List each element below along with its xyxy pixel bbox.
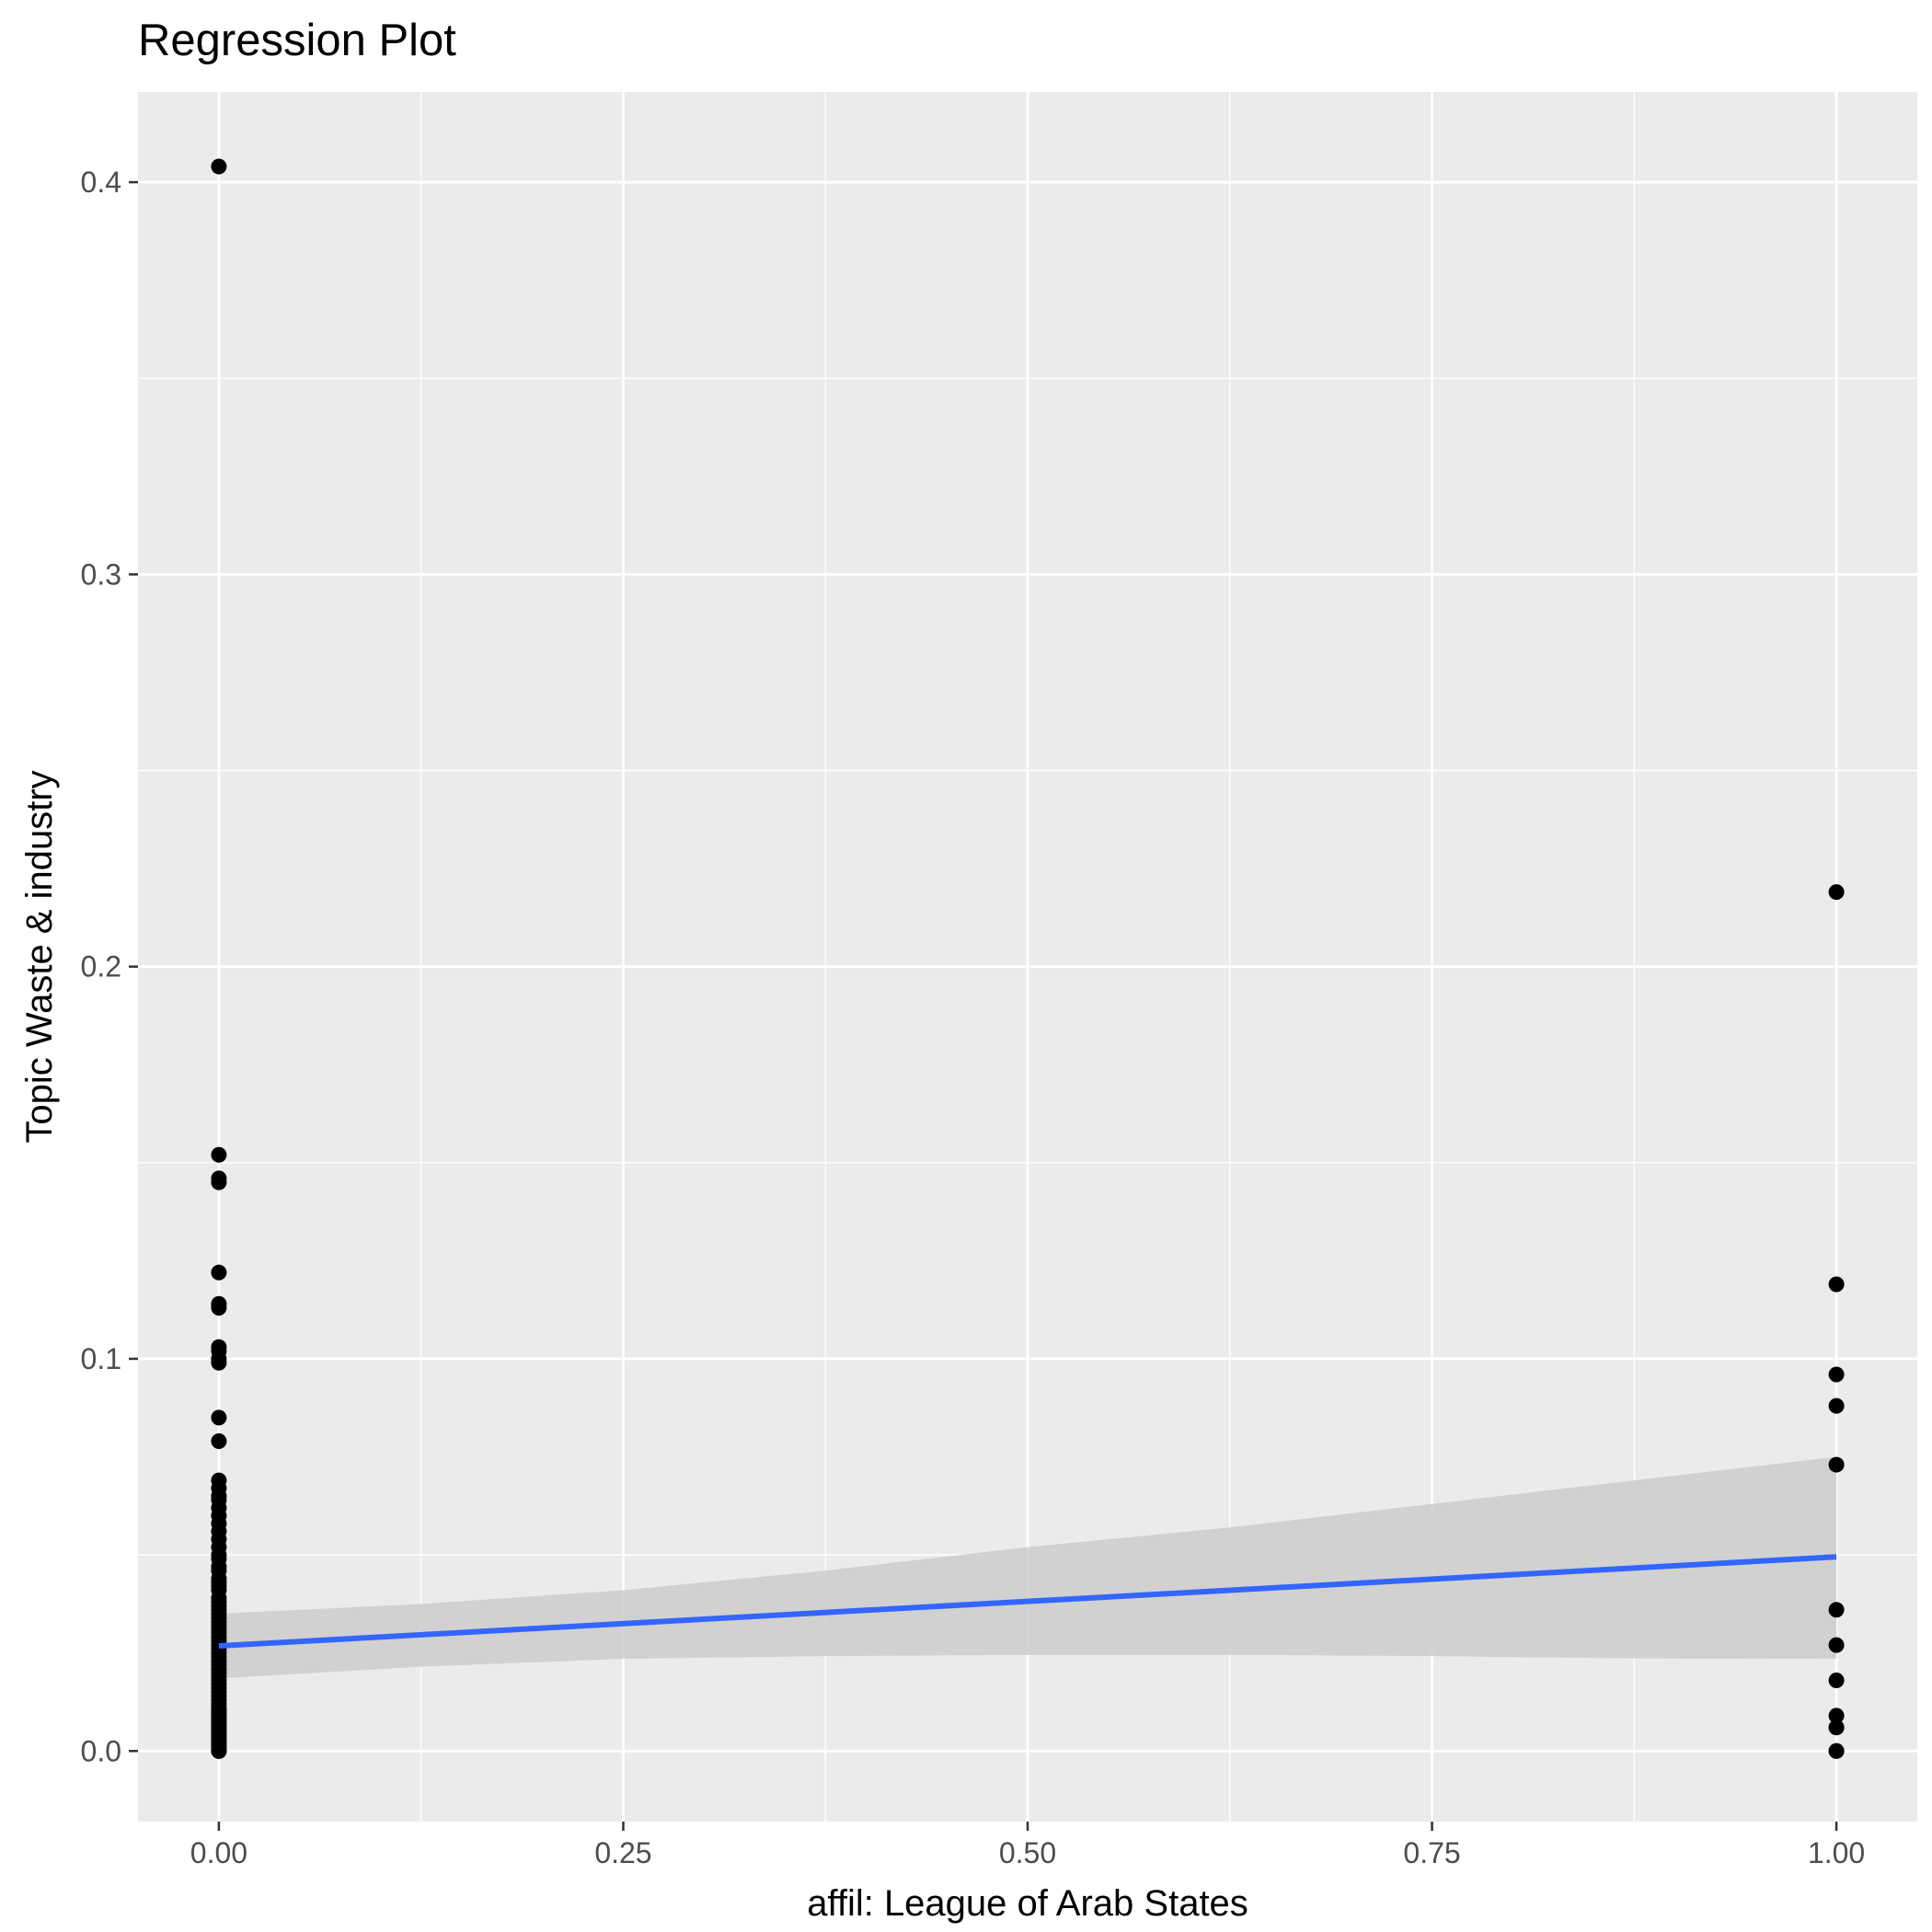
regression-line (218, 1554, 1837, 1650)
data-point (211, 1702, 227, 1719)
data-point (211, 1432, 227, 1449)
data-point (211, 1409, 227, 1426)
y-tick-label: 0.1 (81, 1342, 121, 1375)
data-point (1828, 1366, 1845, 1383)
y-tick-label: 0.3 (81, 558, 121, 591)
y-axis-ticks: 0.0 0.1 0.2 0.3 0.4 (81, 166, 138, 1767)
data-point (1828, 1456, 1845, 1473)
x-tick-label: 0.75 (1403, 1836, 1460, 1869)
x-tick-label: 0.50 (999, 1836, 1056, 1869)
y-tick-label: 0.0 (81, 1734, 121, 1767)
y-tick-label: 0.4 (81, 166, 121, 199)
y-axis-title: Topic Waste & industry (19, 770, 60, 1143)
x-axis-title: affil: League of Arab States (807, 1883, 1248, 1924)
data-point (1828, 1708, 1845, 1724)
x-tick-label: 1.00 (1808, 1836, 1865, 1869)
data-point (1828, 884, 1845, 901)
data-point (1828, 1397, 1845, 1414)
data-point (211, 1300, 227, 1317)
data-point (1828, 1276, 1845, 1293)
data-points (211, 158, 1845, 1759)
x-tick-label: 0.25 (594, 1836, 651, 1869)
x-tick-label: 0.00 (190, 1836, 247, 1869)
y-tick-label: 0.2 (81, 950, 121, 983)
data-point (1828, 1637, 1845, 1653)
data-point (211, 1174, 227, 1190)
data-point (1828, 1742, 1845, 1759)
data-point (1828, 1719, 1845, 1736)
data-point (211, 1264, 227, 1281)
data-point (211, 1146, 227, 1163)
major-grid (138, 92, 1917, 1822)
chart-title: Regression Plot (138, 16, 456, 65)
x-axis-ticks: 0.00 0.25 0.50 0.75 1.00 (190, 1822, 1865, 1869)
data-point (1828, 1673, 1845, 1689)
data-point (211, 158, 227, 175)
data-point (211, 1354, 227, 1371)
data-point (1828, 1602, 1845, 1618)
